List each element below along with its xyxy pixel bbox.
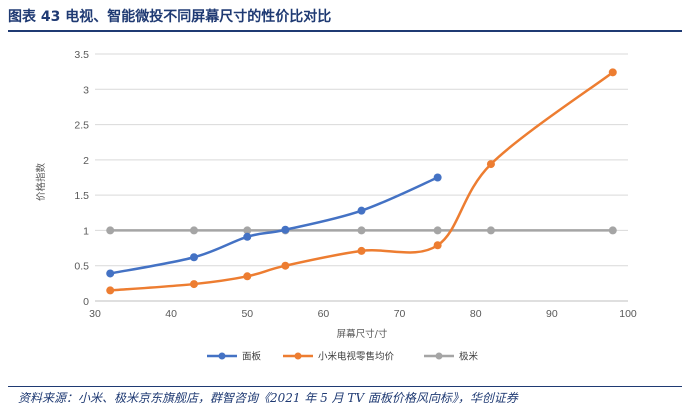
x-tick-label: 90	[546, 308, 558, 320]
legend-label: 小米电视零售均价	[318, 351, 395, 363]
x-tick-label: 40	[165, 308, 177, 320]
data-point	[433, 226, 442, 235]
line-chart: 00.511.522.533.5 30 40 50 60 70 80 90 100 价格指数 …	[35, 49, 637, 363]
data-point	[433, 173, 442, 182]
y-tick-label: 3	[83, 84, 89, 96]
x-tick-label: 80	[470, 308, 482, 320]
legend-label: 面板	[242, 351, 262, 363]
x-tick-label: 70	[394, 308, 406, 320]
data-point	[433, 241, 442, 250]
series-line	[109, 176, 439, 275]
y-tick-label: 1	[83, 225, 89, 237]
legend-swatch-marker	[435, 352, 443, 360]
x-tick-label: 60	[318, 308, 330, 320]
legend-swatch-marker	[218, 352, 226, 360]
title-rule	[8, 30, 682, 32]
x-axis-ticks: 30 40 50 60 70 80 90 100	[89, 308, 637, 320]
data-point	[243, 232, 252, 241]
y-tick-label: 0.5	[74, 261, 89, 273]
y-axis-label: 价格指数	[35, 163, 47, 202]
data-point	[106, 269, 115, 278]
x-axis-label: 屏幕尺寸/寸	[337, 328, 388, 340]
data-point	[357, 246, 366, 255]
series-layer	[106, 68, 617, 295]
data-point	[486, 160, 495, 169]
legend: 面板 小米电视零售均价 极米	[207, 351, 479, 363]
y-tick-label: 1.5	[74, 190, 89, 202]
data-point	[357, 226, 366, 235]
data-point	[281, 225, 290, 234]
y-tick-label: 2	[83, 155, 89, 167]
figure-title: 图表 43 电视、智能微投不同屏幕尺寸的性价比对比	[8, 9, 332, 25]
x-tick-label: 50	[241, 308, 253, 320]
data-point	[608, 68, 617, 77]
y-tick-label: 3.5	[74, 49, 89, 61]
data-point	[608, 226, 617, 235]
gridlines	[95, 53, 628, 302]
data-point	[189, 280, 198, 289]
data-point	[486, 226, 495, 235]
y-axis-ticks: 0 0.5 1 1.5 2 2.5 3 3.5	[74, 49, 89, 308]
x-tick-label: 30	[89, 308, 101, 320]
y-tick-label: 2.5	[74, 120, 89, 132]
data-point	[189, 253, 198, 262]
data-point	[281, 261, 290, 270]
y-tick-label: 0	[83, 296, 89, 308]
legend-swatch-marker	[294, 352, 302, 360]
series-line	[110, 71, 614, 292]
series-0	[106, 173, 442, 278]
data-point	[106, 286, 115, 295]
series-2	[106, 226, 617, 235]
legend-label: 极米	[459, 351, 479, 363]
data-point	[243, 272, 252, 281]
data-point	[243, 226, 252, 235]
data-point	[106, 226, 115, 235]
source-note: 资料来源：小米、极米京东旗舰店，群智咨询《2021 年 5 月 TV 面板价格风…	[18, 391, 518, 405]
series-1	[106, 68, 617, 295]
data-point	[189, 226, 198, 235]
x-tick-label: 100	[619, 308, 637, 320]
data-point	[357, 206, 366, 215]
source-rule	[8, 386, 682, 387]
